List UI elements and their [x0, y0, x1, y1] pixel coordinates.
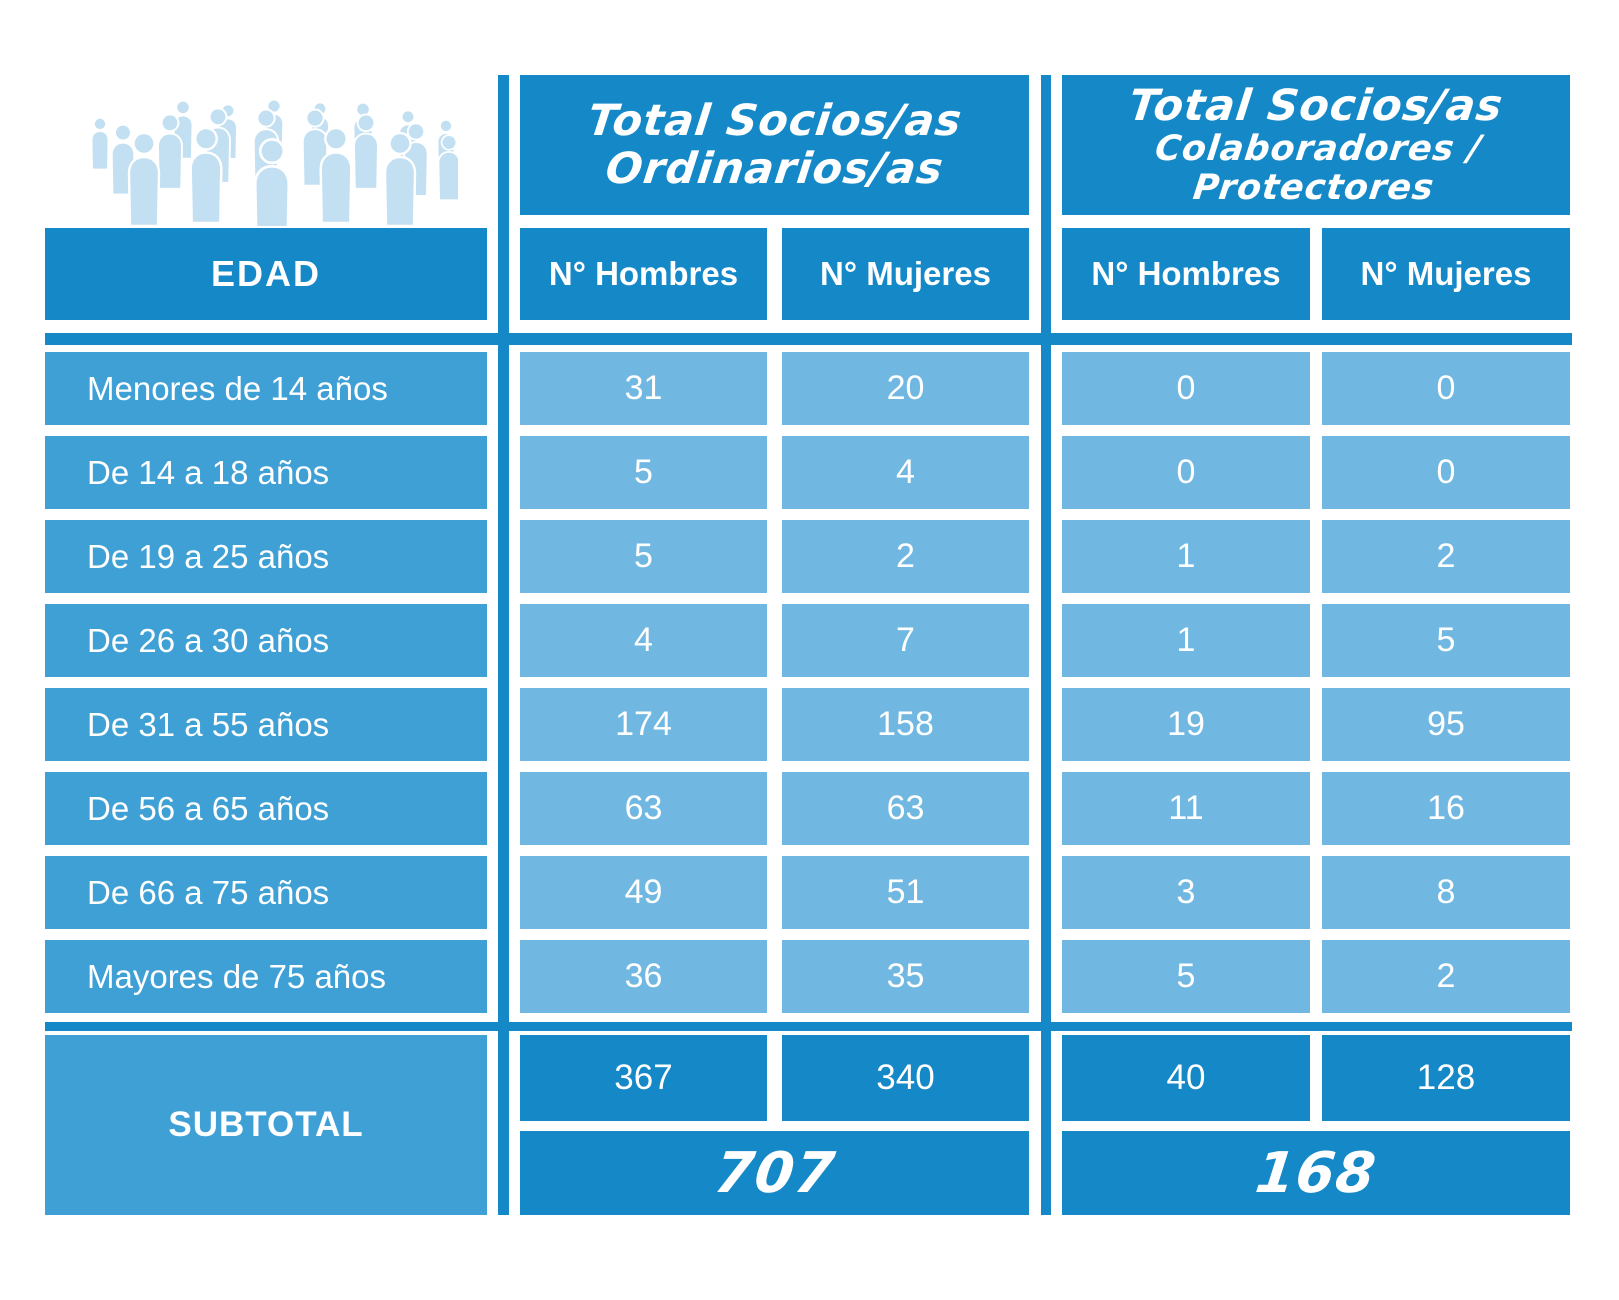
data-cell: 1	[1062, 520, 1310, 593]
data-cell: 3	[1062, 856, 1310, 929]
group1-subtotal-hombres: 367	[520, 1035, 767, 1121]
group1-mujeres-header: N° Mujeres	[782, 228, 1029, 320]
data-cell: 158	[782, 688, 1029, 761]
group2-title-line2: Colaboradores / Protectores	[1152, 128, 1485, 209]
group2-title-line1: Total Socios/as	[1126, 80, 1506, 131]
horizontal-divider-header	[45, 333, 1572, 345]
data-cell: 63	[782, 772, 1029, 845]
data-cell: 11	[1062, 772, 1310, 845]
data-cell: 2	[782, 520, 1029, 593]
data-cell: 1	[1062, 604, 1310, 677]
table-row: De 56 a 65 años 63 63 11 16	[45, 772, 1572, 845]
table-row: De 19 a 25 años 5 2 1 2	[45, 520, 1572, 593]
row-label: De 14 a 18 años	[45, 436, 487, 509]
row-label: De 66 a 75 años	[45, 856, 487, 929]
vertical-divider-left	[498, 75, 509, 1215]
table-row: De 26 a 30 años 4 7 1 5	[45, 604, 1572, 677]
row-label: Menores de 14 años	[45, 352, 487, 425]
group2-header: Total Socios/as Colaboradores / Protecto…	[1062, 75, 1570, 215]
group2-mujeres-header: N° Mujeres	[1322, 228, 1570, 320]
data-cell: 2	[1322, 520, 1570, 593]
group1-title-line2: Ordinarios/as	[602, 144, 947, 194]
data-cell: 7	[782, 604, 1029, 677]
data-cell: 4	[782, 436, 1029, 509]
group2-total: 168	[1062, 1131, 1570, 1215]
group1-total: 707	[520, 1131, 1029, 1215]
data-cell: 2	[1322, 940, 1570, 1013]
data-cell: 95	[1322, 688, 1570, 761]
data-cell: 5	[520, 436, 767, 509]
data-cell: 19	[1062, 688, 1310, 761]
group1-hombres-header: N° Hombres	[520, 228, 767, 320]
horizontal-divider-subtotal	[45, 1022, 1572, 1031]
data-cell: 31	[520, 352, 767, 425]
edad-header: EDAD	[45, 228, 487, 320]
group2-hombres-header: N° Hombres	[1062, 228, 1310, 320]
vertical-divider-middle	[1041, 75, 1051, 1215]
group1-subtotal-mujeres: 340	[782, 1035, 1029, 1121]
data-cell: 0	[1322, 436, 1570, 509]
group2-subtotal-mujeres: 128	[1322, 1035, 1570, 1121]
data-cell: 5	[520, 520, 767, 593]
data-cell: 49	[520, 856, 767, 929]
table-row: Mayores de 75 años 36 35 5 2	[45, 940, 1572, 1013]
data-cell: 0	[1062, 436, 1310, 509]
data-cell: 16	[1322, 772, 1570, 845]
row-label: De 26 a 30 años	[45, 604, 487, 677]
group2-subtotal-hombres: 40	[1062, 1035, 1310, 1121]
table-row: Menores de 14 años 31 20 0 0	[45, 352, 1572, 425]
data-cell: 174	[520, 688, 767, 761]
row-label: De 19 a 25 años	[45, 520, 487, 593]
data-cell: 0	[1322, 352, 1570, 425]
table-row: De 66 a 75 años 49 51 3 8	[45, 856, 1572, 929]
data-cell: 5	[1062, 940, 1310, 1013]
table-rows: Menores de 14 años 31 20 0 0 De 14 a 18 …	[45, 352, 1572, 1024]
data-cell: 36	[520, 940, 767, 1013]
data-cell: 8	[1322, 856, 1570, 929]
data-cell: 51	[782, 856, 1029, 929]
group1-title-line1: Total Socios/as	[584, 95, 965, 146]
data-cell: 20	[782, 352, 1029, 425]
table-body: Total Socios/as Ordinarios/as Total Soci…	[45, 75, 1572, 1215]
data-cell: 63	[520, 772, 767, 845]
data-cell: 0	[1062, 352, 1310, 425]
subtotal-label: SUBTOTAL	[45, 1035, 487, 1215]
data-cell: 4	[520, 604, 767, 677]
data-cell: 5	[1322, 604, 1570, 677]
group2-total-value: 168	[1252, 1140, 1380, 1206]
row-label: De 31 a 55 años	[45, 688, 487, 761]
table-row: De 14 a 18 años 5 4 0 0	[45, 436, 1572, 509]
group1-header: Total Socios/as Ordinarios/as	[520, 75, 1029, 215]
data-cell: 35	[782, 940, 1029, 1013]
group1-total-value: 707	[710, 1140, 839, 1206]
row-label: De 56 a 65 años	[45, 772, 487, 845]
table-row: De 31 a 55 años 174 158 19 95	[45, 688, 1572, 761]
row-label: Mayores de 75 años	[45, 940, 487, 1013]
